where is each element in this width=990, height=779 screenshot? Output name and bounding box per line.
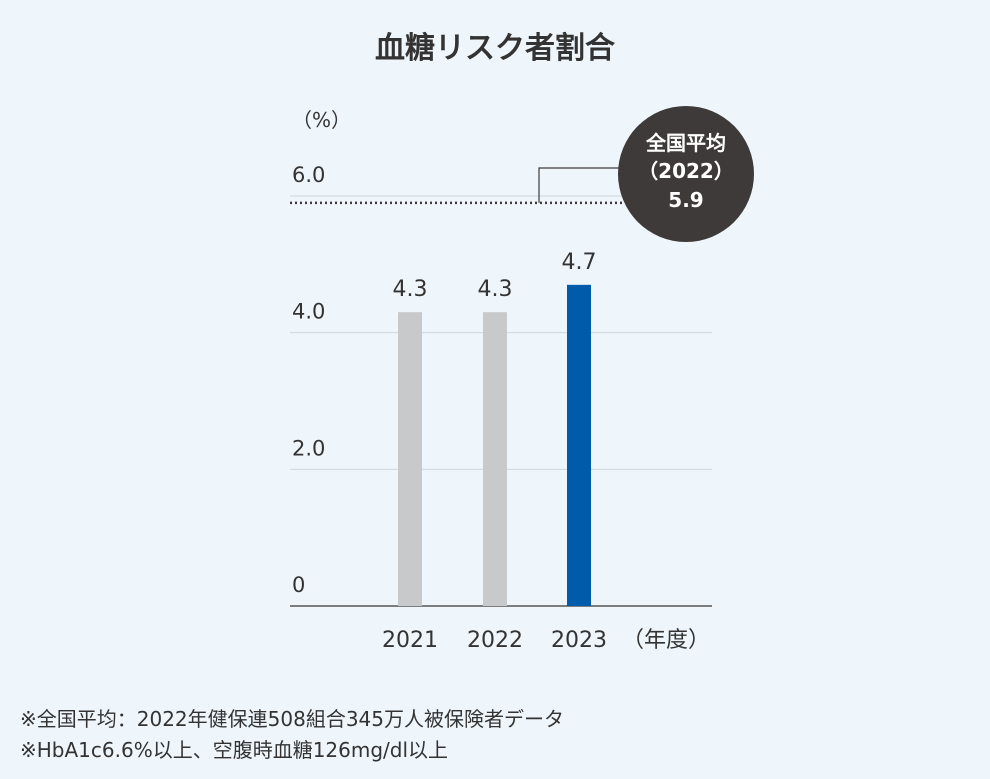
y-tick-label: 2.0 — [292, 436, 325, 460]
footnotes: ※全国平均：2022年健保連508組合345万人被保険者データ ※HbA1c6.… — [20, 704, 564, 766]
bar-2022 — [483, 312, 507, 606]
footnote-national-average: ※全国平均：2022年健保連508組合345万人被保険者データ — [20, 707, 565, 731]
bubble-text-line: （2022） — [638, 159, 734, 183]
footnote-criteria: ※HbA1c6.6%以上、空腹時血糖126mg/dl以上 — [20, 738, 449, 762]
data-label-2022: 4.3 — [478, 277, 513, 302]
bubble-text-line: 5.9 — [668, 188, 703, 212]
y-tick-label: 0 — [292, 573, 305, 597]
reference-callout-connector — [538, 167, 620, 203]
data-label-2023: 4.7 — [562, 250, 597, 275]
national-average-bubble — [618, 106, 754, 242]
chart: 血糖リスク者割合 （%） 0 2.0 4.0 6.0 4.3 4.3 4.7 2021 20… — [290, 31, 754, 653]
x-tick-label-2023: 2023 — [551, 628, 607, 653]
y-tick-label: 6.0 — [292, 163, 325, 187]
x-tick-label-2022: 2022 — [467, 628, 523, 653]
y-tick-label: 4.0 — [292, 300, 325, 324]
x-axis-unit: （年度） — [622, 628, 710, 653]
y-axis-unit: （%） — [292, 108, 351, 132]
bar-2021 — [398, 312, 422, 606]
bubble-text-line: 全国平均 — [645, 131, 726, 155]
bar-2023 — [567, 284, 591, 606]
data-label-2021: 4.3 — [393, 277, 428, 302]
x-tick-label-2021: 2021 — [382, 628, 438, 653]
chart-title: 血糖リスク者割合 — [375, 31, 615, 66]
